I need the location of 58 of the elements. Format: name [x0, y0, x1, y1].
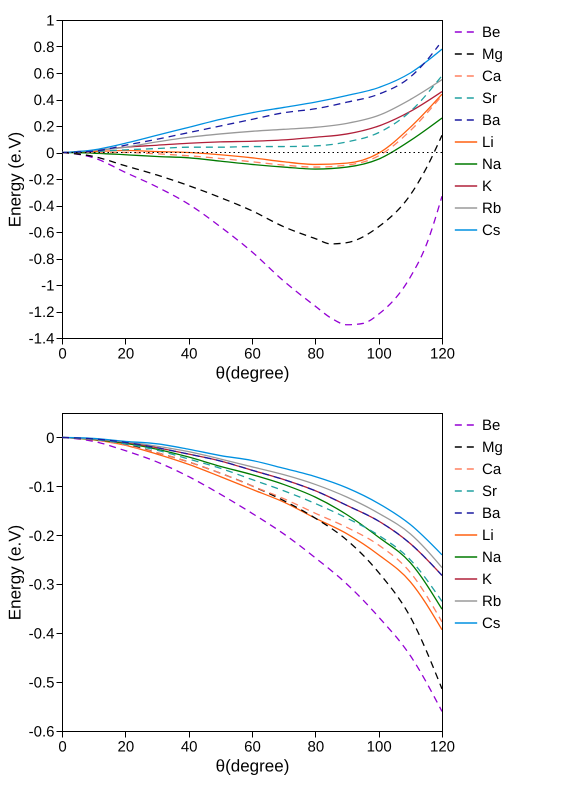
x-axis-title: θ(degree)	[216, 756, 290, 776]
legend-label: Li	[482, 134, 494, 151]
x-tick-label: 40	[180, 738, 198, 756]
y-tick-label: 0	[46, 145, 54, 162]
y-tick-label: -0.5	[28, 674, 54, 692]
legend-label: Be	[482, 24, 500, 41]
legend-label: K	[482, 571, 492, 588]
y-tick-label: 0.8	[34, 39, 54, 56]
legend-label: Ba	[482, 112, 502, 129]
legend-label: Ba	[482, 505, 502, 522]
y-tick-label: -0.2	[28, 528, 54, 545]
y-axis-title: Energy (e.V)	[6, 524, 25, 620]
legend-label: Na	[482, 549, 502, 566]
y-tick-label: 0	[46, 430, 54, 447]
y-tick-label: -0.2	[28, 172, 54, 188]
legend-label: Cs	[482, 615, 500, 632]
x-tick-label: 100	[366, 738, 392, 756]
y-tick-label: -1.2	[28, 304, 54, 321]
legend-label: Mg	[482, 46, 503, 63]
y-tick-label: -0.6	[28, 224, 54, 242]
legend-label: Sr	[482, 90, 498, 107]
x-tick-label: 0	[58, 346, 67, 362]
legend-label: Cs	[482, 222, 500, 239]
legend-label: Be	[482, 417, 500, 434]
x-tick-label: 20	[117, 346, 134, 362]
x-tick-label: 40	[180, 346, 198, 362]
x-tick-label: 80	[307, 346, 324, 362]
y-tick-label: -0.3	[28, 576, 54, 594]
legend-label: Ca	[482, 68, 502, 85]
legend-label: Mg	[482, 439, 503, 456]
legend-label: Na	[482, 156, 502, 173]
legend-label: Rb	[482, 200, 502, 217]
y-tick-label: -0.6	[28, 724, 54, 740]
y-tick-label: 0.4	[34, 92, 54, 109]
y-tick-label: 1	[46, 12, 54, 30]
x-tick-label: 60	[244, 346, 261, 362]
x-axis-title: θ(degree)	[216, 364, 290, 382]
legend-label: K	[482, 178, 492, 195]
y-tick-label: -1	[41, 278, 54, 294]
legend-label: Li	[482, 527, 494, 544]
x-tick-label: 0	[58, 738, 67, 756]
x-tick-label: 60	[244, 738, 261, 756]
x-tick-label: 80	[307, 738, 324, 756]
legend-label: Rb	[482, 593, 502, 610]
legend-label: Sr	[482, 483, 498, 500]
x-tick-label: 100	[366, 346, 392, 362]
legend-label: Ca	[482, 461, 502, 478]
x-tick-label: 120	[430, 738, 456, 756]
y-tick-label: -0.8	[28, 251, 54, 268]
y-tick-label: -0.4	[28, 626, 54, 643]
y-tick-label: -0.4	[28, 198, 54, 215]
x-tick-label: 20	[117, 738, 134, 756]
y-tick-label: -0.1	[28, 478, 54, 496]
x-tick-label: 120	[430, 346, 456, 362]
y-tick-label: 0.2	[34, 118, 54, 136]
y-axis-title: Energy (e.V)	[6, 132, 25, 228]
y-tick-label: 0.6	[34, 66, 54, 82]
y-tick-label: -1.4	[28, 330, 54, 348]
